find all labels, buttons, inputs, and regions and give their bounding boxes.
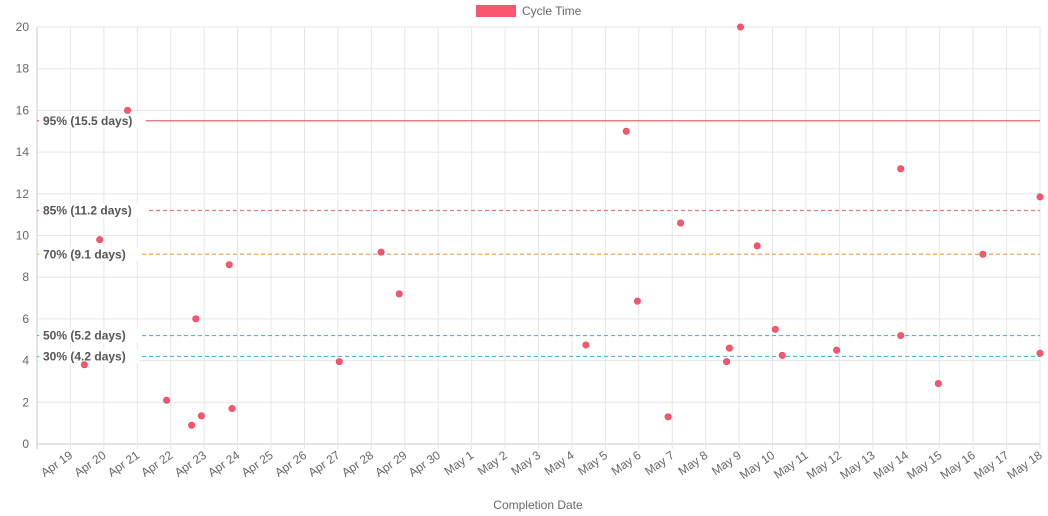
x-tick-label: May 1 — [442, 448, 477, 478]
data-point — [753, 242, 761, 250]
x-tick-label: May 14 — [871, 448, 912, 482]
legend-label-cycle-time: Cycle Time — [522, 4, 582, 18]
y-tick-label: 14 — [16, 145, 30, 159]
x-tick-label: May 4 — [542, 448, 577, 478]
data-point — [934, 380, 942, 388]
data-point — [723, 358, 731, 366]
data-point — [80, 361, 88, 369]
data-point — [582, 341, 590, 349]
y-tick-label: 10 — [16, 229, 30, 243]
data-point — [197, 412, 205, 420]
x-tick-label: Apr 27 — [306, 448, 343, 480]
data-point — [633, 297, 641, 305]
data-point — [897, 165, 905, 173]
data-points — [80, 23, 1044, 429]
chart-legend[interactable]: Cycle Time — [476, 4, 582, 18]
x-tick-label: May 17 — [971, 448, 1012, 482]
data-point — [897, 332, 905, 340]
percentile-label-bg — [39, 203, 146, 218]
x-tick-label: Apr 24 — [205, 448, 242, 480]
x-tick-label: Apr 21 — [105, 448, 142, 480]
y-tick-label: 16 — [16, 103, 30, 117]
y-tick-label: 12 — [16, 187, 30, 201]
x-tick-label: Apr 29 — [372, 448, 409, 480]
percentile-label-bg — [39, 349, 140, 364]
x-tick-label: May 18 — [1004, 448, 1045, 482]
x-tick-label: May 16 — [938, 448, 979, 482]
data-point — [96, 236, 104, 244]
x-tick-label: Apr 23 — [172, 448, 209, 480]
data-point — [124, 106, 132, 114]
data-point — [188, 421, 196, 429]
data-point — [622, 127, 630, 135]
chart-grid — [36, 26, 1041, 449]
y-tick-label: 20 — [16, 20, 30, 34]
data-point — [771, 325, 779, 333]
x-tick-label: May 6 — [609, 448, 644, 478]
legend-swatch-cycle-time — [476, 5, 516, 17]
data-point — [192, 315, 200, 323]
x-tick-label: May 12 — [804, 448, 845, 482]
x-tick-label: May 15 — [904, 448, 945, 482]
x-tick-label: Apr 19 — [38, 448, 75, 480]
percentile-label: 50% (5.2 days) — [43, 329, 126, 343]
data-point — [979, 250, 987, 258]
x-tick-label: May 5 — [575, 448, 610, 478]
x-tick-label: May 3 — [508, 448, 543, 478]
percentile-lines: 95% (15.5 days) 85% (11.2 days) 70% (9.1 d… — [37, 113, 1040, 364]
data-point — [664, 413, 672, 421]
x-axis-title: Completion Date — [493, 498, 583, 512]
data-point — [228, 405, 236, 413]
data-point — [163, 396, 171, 404]
y-tick-label: 2 — [22, 395, 29, 409]
data-point — [395, 290, 403, 298]
y-tick-label: 6 — [22, 312, 29, 326]
y-tick-label: 18 — [16, 62, 30, 76]
data-point — [736, 23, 744, 31]
percentile-label-bg — [39, 247, 140, 262]
data-point — [335, 358, 343, 366]
percentile-label: 85% (11.2 days) — [43, 203, 132, 217]
x-tick-label: May 2 — [475, 448, 510, 478]
percentile-label: 70% (9.1 days) — [43, 247, 126, 261]
x-tick-label: May 11 — [771, 448, 811, 482]
data-point — [677, 219, 685, 227]
x-tick-label: May 10 — [737, 448, 778, 482]
percentile-label: 95% (15.5 days) — [43, 114, 132, 128]
data-point — [1036, 349, 1044, 357]
percentile-label-bg — [39, 113, 146, 128]
y-tick-label: 0 — [22, 437, 29, 451]
y-tick-label: 4 — [22, 354, 29, 368]
percentile-label: 30% (4.2 days) — [43, 349, 126, 363]
x-tick-label: Apr 20 — [72, 448, 109, 480]
y-tick-label: 8 — [22, 270, 29, 284]
x-tick-label: May 13 — [837, 448, 878, 482]
y-axis: 0 2 4 6 8 10 12 14 16 18 20 — [16, 20, 30, 451]
data-point — [725, 344, 733, 352]
data-point — [377, 248, 385, 256]
x-tick-label: Apr 30 — [406, 448, 443, 480]
x-tick-label: Apr 26 — [272, 448, 309, 480]
x-tick-label: Apr 28 — [339, 448, 376, 480]
x-tick-label: Apr 25 — [239, 448, 276, 480]
x-tick-label: Apr 22 — [138, 448, 175, 480]
data-point — [225, 261, 233, 269]
data-point — [833, 346, 841, 354]
data-point — [778, 351, 786, 359]
x-tick-label: May 8 — [676, 448, 711, 478]
data-point — [1036, 193, 1044, 201]
x-tick-label: May 7 — [642, 448, 677, 478]
percentile-label-bg — [39, 328, 140, 343]
